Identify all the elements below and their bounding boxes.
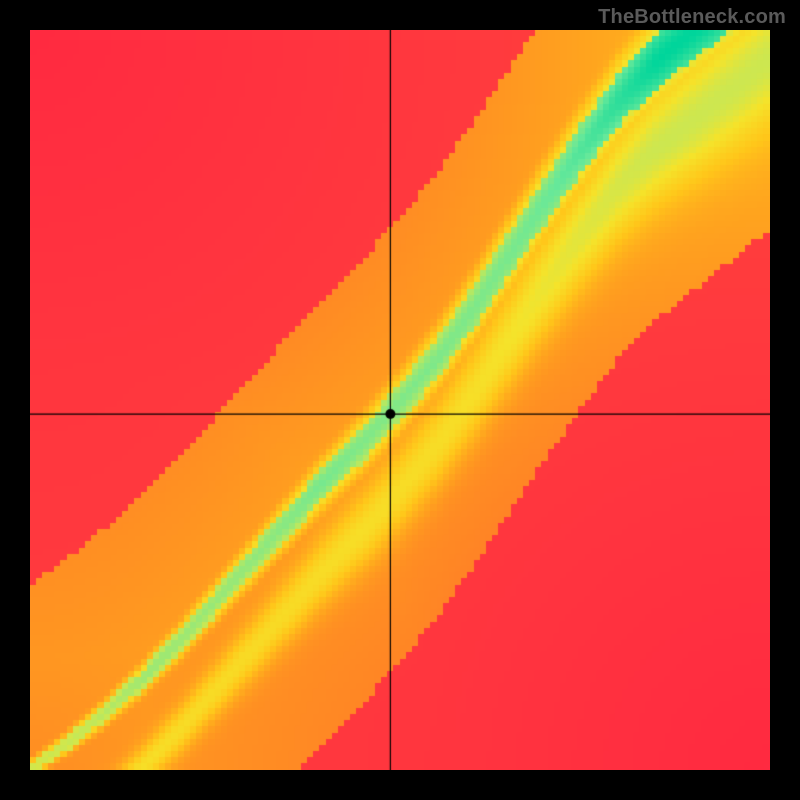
watermark-text: TheBottleneck.com	[598, 6, 786, 29]
plot-area	[30, 30, 770, 770]
chart-container: TheBottleneck.com	[0, 0, 800, 800]
overlay-canvas	[30, 30, 770, 770]
